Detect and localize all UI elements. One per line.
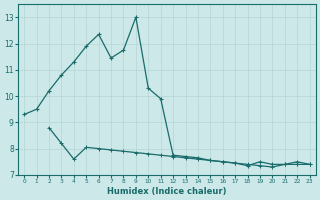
X-axis label: Humidex (Indice chaleur): Humidex (Indice chaleur) [107, 187, 227, 196]
